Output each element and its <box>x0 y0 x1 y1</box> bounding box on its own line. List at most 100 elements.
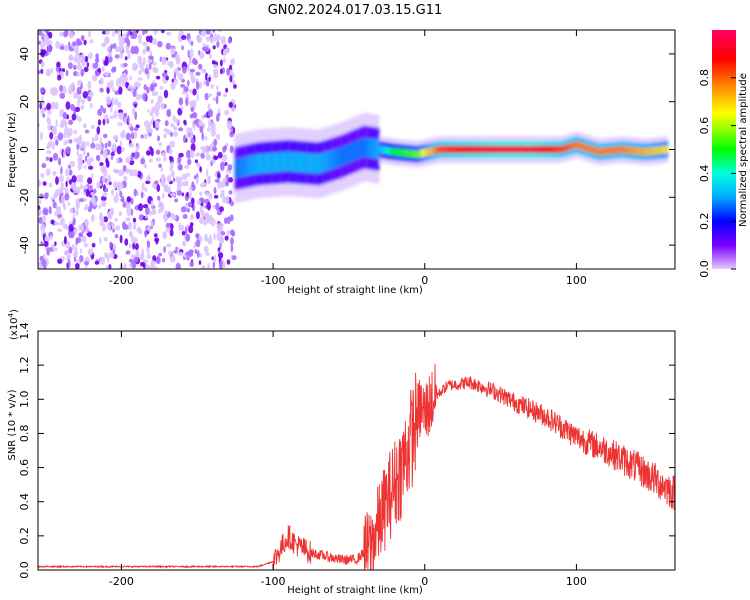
ridge-core <box>554 145 556 154</box>
noise-speckle <box>157 209 162 214</box>
ridge-core <box>491 145 494 154</box>
y-tick-label: 0.8 <box>18 425 31 443</box>
ridge-core <box>521 145 523 154</box>
ridge-core <box>656 146 658 155</box>
noise-speckle <box>169 140 175 148</box>
noise-speckle <box>48 206 52 215</box>
noise-speckle <box>182 180 187 187</box>
noise-speckle <box>87 248 94 256</box>
noise-speckle <box>56 61 61 68</box>
noise-speckle <box>192 123 196 131</box>
noise-speckle <box>173 72 177 80</box>
noise-speckle <box>86 152 90 158</box>
noise-speckle <box>83 123 87 128</box>
noise-speckle <box>106 96 112 106</box>
noise-speckle <box>133 256 139 263</box>
ridge-core <box>373 139 376 159</box>
ridge-core <box>323 152 326 172</box>
ridge-core <box>350 143 352 163</box>
noise-speckle <box>95 71 101 76</box>
ridge-core <box>550 145 553 154</box>
noise-speckle <box>199 191 203 196</box>
noise-speckle <box>177 182 183 187</box>
noise-speckle <box>215 34 221 41</box>
ridge-core <box>536 145 538 154</box>
ridge-core <box>525 145 528 154</box>
ridge-core <box>301 152 304 173</box>
noise-speckle <box>163 156 167 162</box>
ridge-core <box>479 145 482 154</box>
noise-speckle <box>133 222 137 227</box>
noise-speckle <box>195 152 200 157</box>
noise-speckle <box>61 68 66 73</box>
noise-speckle <box>196 93 200 102</box>
noise-speckle <box>172 177 176 183</box>
ridge-core <box>421 149 423 157</box>
ridge-core <box>328 151 330 171</box>
noise-speckle <box>183 134 187 144</box>
y-tick-label: 1.0 <box>18 391 31 409</box>
noise-speckle <box>150 98 154 104</box>
noise-speckle <box>108 209 114 218</box>
noise-speckle <box>217 181 223 189</box>
ridge-core <box>434 146 436 155</box>
noise-speckle <box>219 242 222 250</box>
noise-speckle <box>70 182 76 190</box>
noise-speckle <box>38 216 43 224</box>
noise-speckle <box>137 55 142 60</box>
noise-speckle <box>207 93 213 97</box>
ridge-core <box>560 145 563 154</box>
noise-speckle <box>208 215 213 223</box>
noise-speckle <box>149 128 153 134</box>
ridge-core <box>594 146 597 155</box>
x-tick-label: -200 <box>109 575 134 588</box>
noise-speckle <box>228 190 233 195</box>
noise-speckle <box>191 79 195 84</box>
ridge-core <box>238 158 241 178</box>
noise-speckle <box>175 262 181 269</box>
noise-speckle <box>199 166 202 173</box>
noise-speckle <box>220 68 223 75</box>
noise-speckle <box>198 253 203 258</box>
noise-speckle <box>113 180 118 190</box>
y-tick-label: -20 <box>18 188 31 206</box>
noise-speckle <box>153 30 158 35</box>
noise-speckle <box>198 216 204 225</box>
noise-speckle <box>205 72 208 81</box>
noise-speckle <box>56 213 63 218</box>
noise-speckle <box>77 54 81 60</box>
noise-speckle <box>118 86 123 95</box>
noise-speckle <box>155 120 160 129</box>
ridge-core <box>386 147 388 155</box>
noise-speckle <box>146 240 151 248</box>
noise-speckle <box>78 232 84 236</box>
ridge-core <box>347 144 349 164</box>
ridge-core <box>663 146 666 154</box>
noise-speckle <box>112 248 116 255</box>
noise-speckle <box>150 221 154 228</box>
ridge-core <box>480 145 483 154</box>
noise-speckle <box>119 234 123 244</box>
noise-speckle <box>117 101 122 108</box>
noise-speckle <box>134 103 137 108</box>
ridge-core <box>493 145 496 154</box>
noise-speckle <box>108 181 112 186</box>
ridge-core <box>335 148 337 169</box>
ridge-core <box>511 145 514 154</box>
ridge-core <box>379 145 381 154</box>
noise-speckle <box>189 222 194 227</box>
noise-speckle <box>85 226 90 234</box>
noise-speckle <box>50 68 54 74</box>
noise-speckle <box>62 86 67 95</box>
ridge-core <box>483 145 485 154</box>
y-tick-label: 0.0 <box>18 561 31 579</box>
ridge-core <box>570 142 572 151</box>
ridge-core <box>394 148 397 156</box>
noise-speckle <box>213 64 218 69</box>
noise-speckle <box>145 214 148 219</box>
ridge-core <box>657 146 659 155</box>
ridge-core <box>623 145 625 154</box>
ridge-core <box>591 145 593 154</box>
noise-speckle <box>204 233 208 241</box>
noise-speckle <box>48 182 53 188</box>
